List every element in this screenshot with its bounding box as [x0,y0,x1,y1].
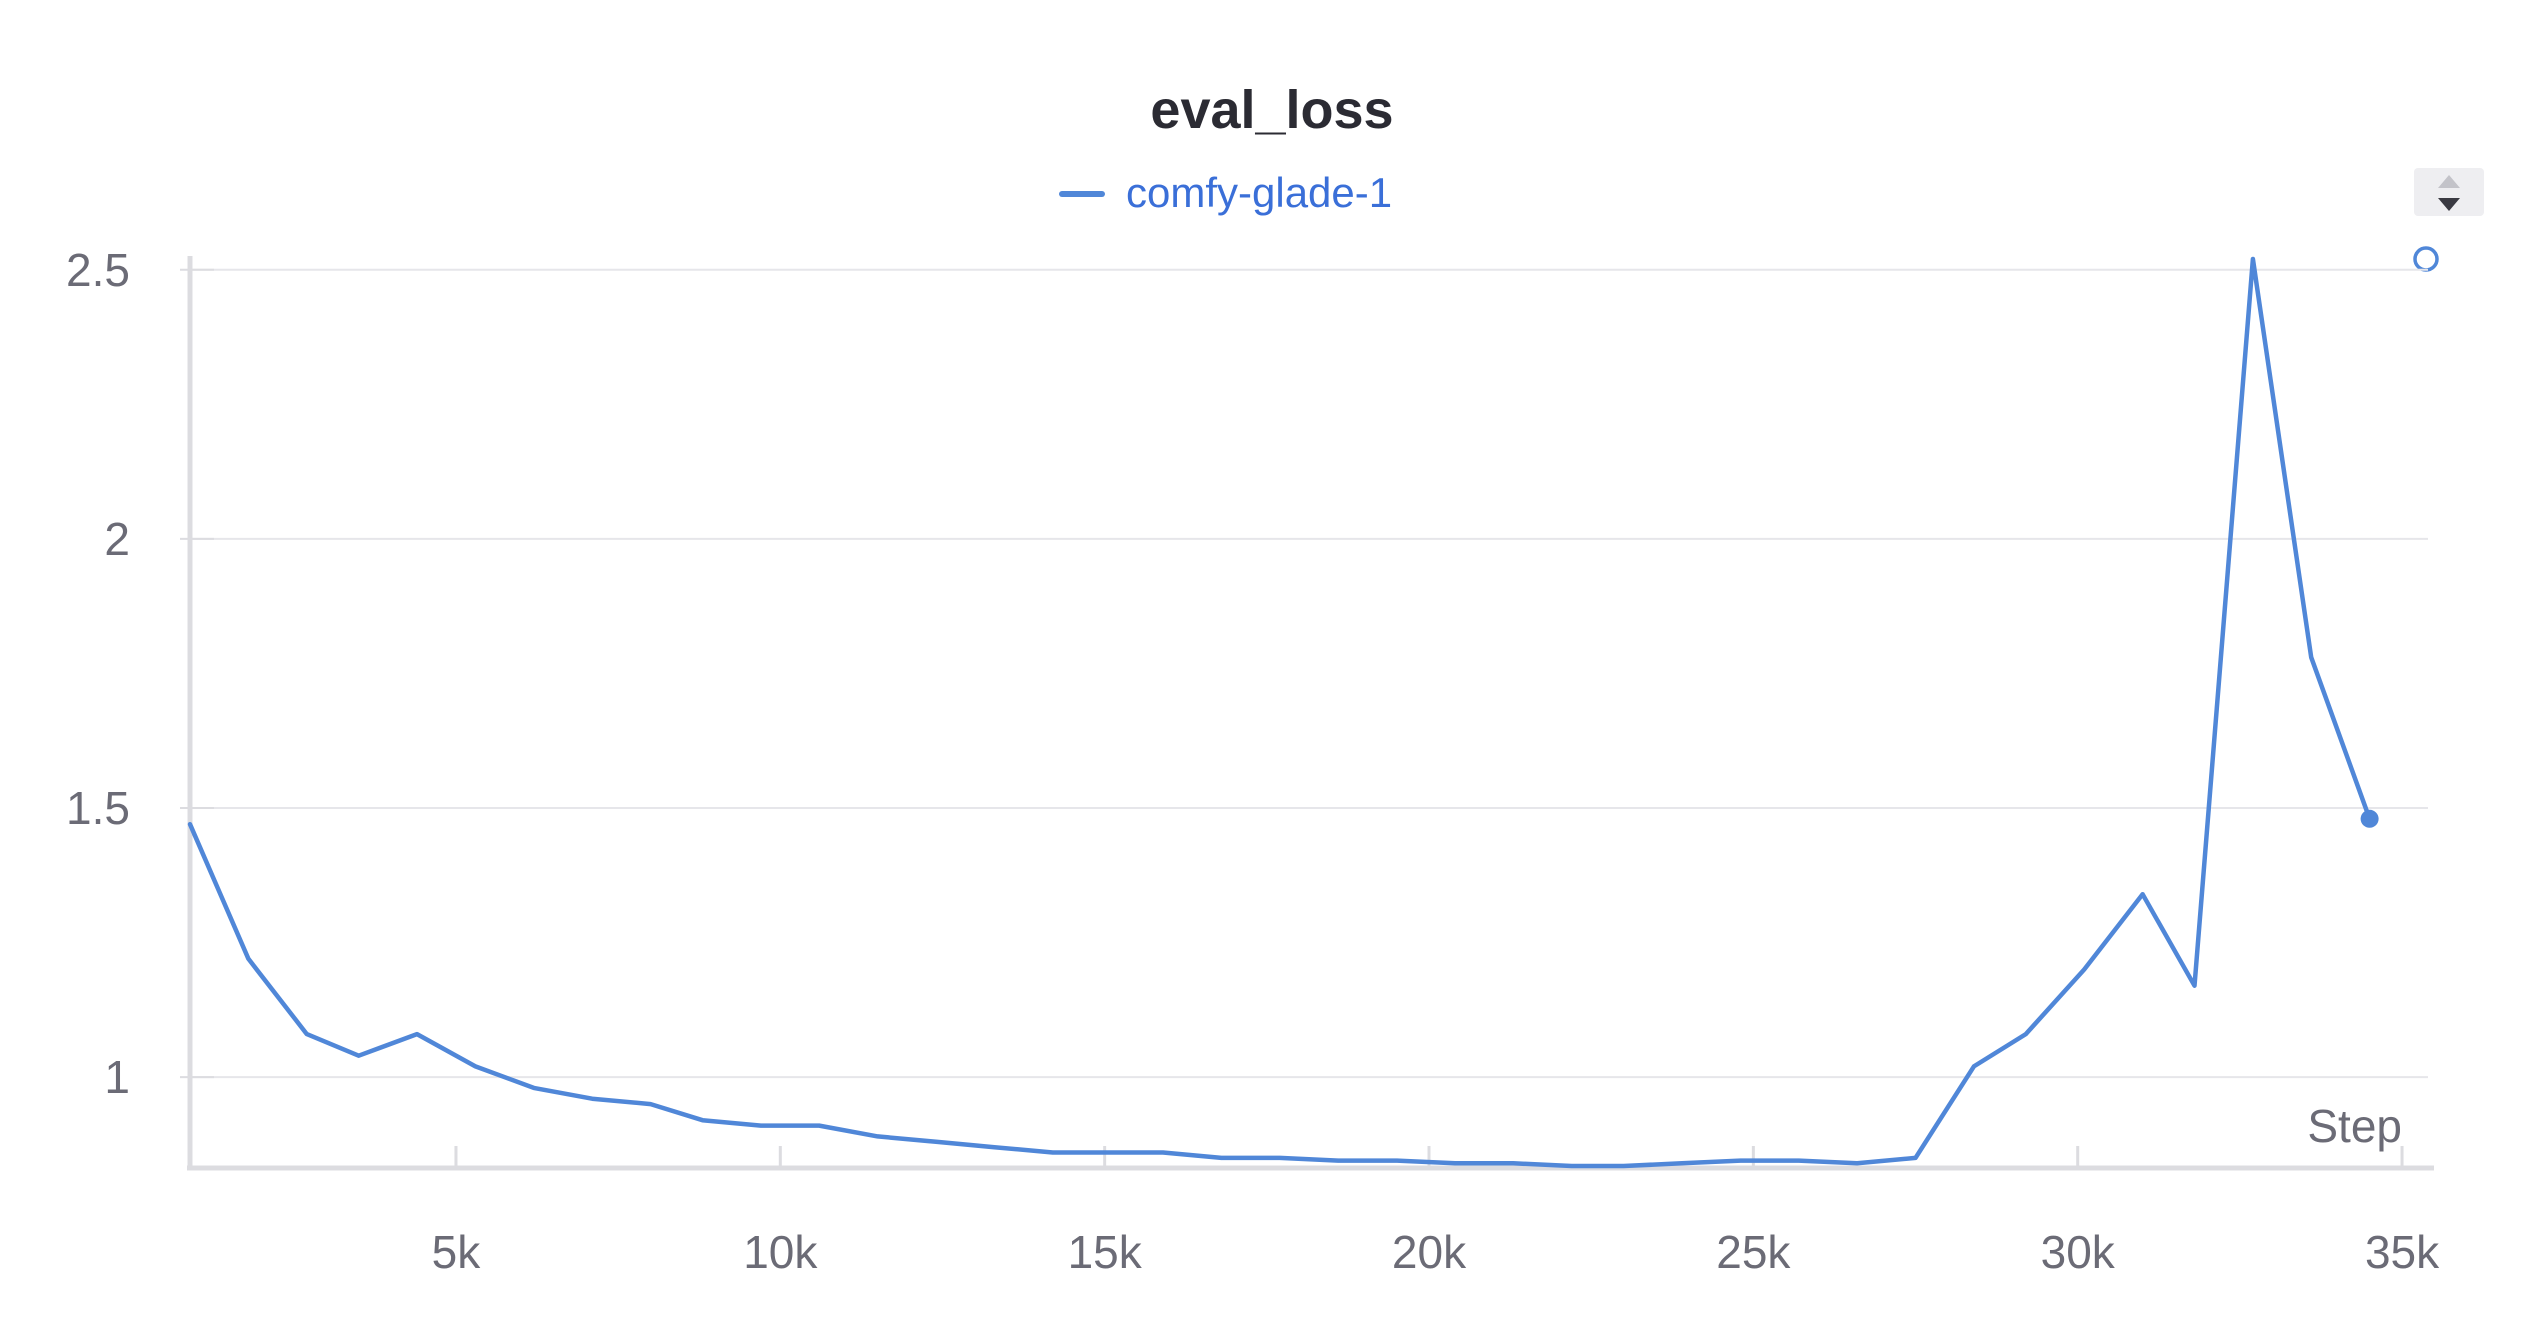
series-point-31 [1971,1063,1977,1069]
y-tick-label-1: 1.5 [66,782,130,834]
series-point-32 [2023,1031,2029,1037]
series-point-34 [2140,891,2146,897]
series-point-30 [1913,1155,1919,1161]
series-point-15 [1050,1150,1056,1156]
zoom-down-icon [2438,198,2460,211]
series-point-3 [356,1053,362,1059]
grid-layer [180,268,2428,1079]
series-point-20 [1335,1158,1341,1164]
x-tick-label-6: 35k [2365,1226,2440,1278]
y-tick-label-0: 1 [104,1051,130,1103]
series-point-5 [472,1063,478,1069]
series-point-17 [1160,1150,1166,1156]
series-point-29 [1854,1160,1860,1166]
series-point-12 [875,1133,881,1139]
legend[interactable]: comfy-glade-1 [1059,169,1392,216]
series-point-1 [245,956,251,962]
hover-marker-icon[interactable] [2413,246,2439,272]
zoom-toggle-button[interactable] [2414,168,2484,216]
series-point-23 [1510,1160,1516,1166]
series-point-21 [1394,1158,1400,1164]
series-point-18 [1218,1155,1224,1161]
series-point-4 [414,1031,420,1037]
series-point-19 [1277,1155,1283,1161]
series-last-point [2360,809,2379,828]
series-point-35 [2191,983,2197,989]
series-point-36 [2250,256,2256,262]
x-tick-labels: 5k 10k 15k 20k 25k 30k 35k [432,1146,2440,1278]
series-point-27 [1737,1158,1743,1164]
series-point-11 [816,1123,822,1129]
x-tick-label-4: 25k [1716,1226,1791,1278]
y-tick-label-2: 2 [104,513,130,565]
x-tick-label-0: 5k [432,1226,482,1278]
x-axis-title: Step [2307,1100,2402,1152]
legend-series-label[interactable]: comfy-glade-1 [1126,169,1392,216]
x-tick-label-3: 20k [1392,1226,1467,1278]
y-tick-label-3: 2.5 [66,244,130,296]
series-point-2 [304,1031,310,1037]
series-point-28 [1796,1158,1802,1164]
series-point-10 [758,1123,764,1129]
series-layer [187,256,2379,1169]
series-line-0 [187,256,2372,1169]
chart-title: eval_loss [1150,80,1393,140]
axes-layer [187,256,2434,1171]
x-tick-label-5: 30k [2041,1226,2116,1278]
series-point-16 [1102,1150,1108,1156]
series-point-33 [2081,967,2087,973]
series-point-37 [2308,654,2314,660]
series-point-26 [1679,1160,1685,1166]
series-point-14 [991,1144,997,1150]
series-point-0 [187,821,193,827]
y-tick-labels: 1 1.5 2 2.5 [66,244,130,1103]
x-tick-label-1: 10k [743,1226,818,1278]
zoom-toggle-background [2414,168,2484,216]
series-point-9 [699,1117,705,1123]
series-point-8 [648,1101,654,1107]
x-tick-label-2: 15k [1068,1226,1143,1278]
series-point-6 [531,1085,537,1091]
series-point-25 [1621,1163,1627,1169]
series-point-7 [589,1096,595,1102]
series-point-24 [1569,1163,1575,1169]
series-point-22 [1452,1160,1458,1166]
zoom-up-icon [2438,175,2460,188]
series-point-13 [933,1139,939,1145]
